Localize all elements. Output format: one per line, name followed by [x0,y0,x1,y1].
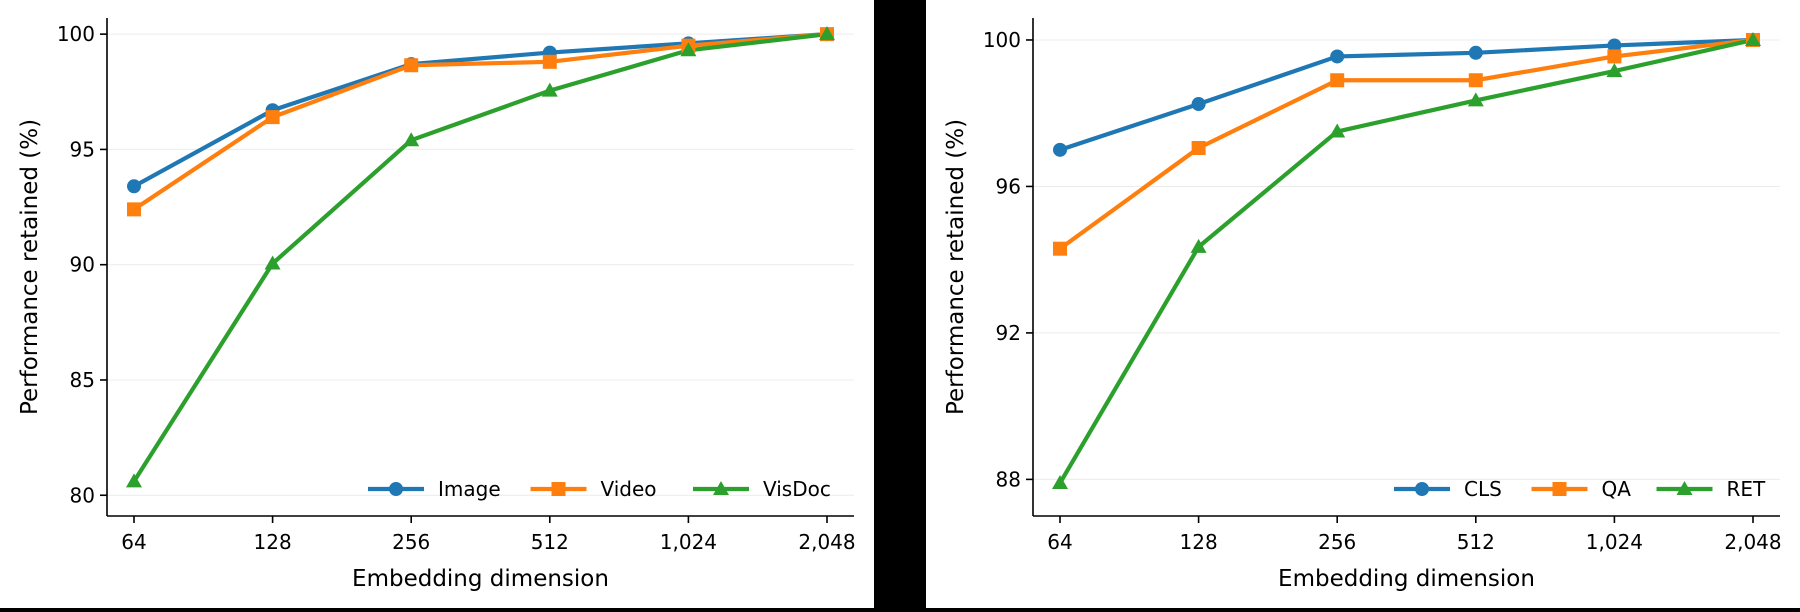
data-point-visdoc [403,132,420,147]
data-point-qa [1607,49,1622,64]
legend-swatch-marker [713,481,729,495]
y-tick-label: 85 [70,368,95,392]
x-tick-label: 512 [531,530,569,554]
y-tick-label: 95 [70,137,95,161]
data-point-visdoc [819,26,835,41]
y-tick-label: 100 [983,28,1021,52]
data-point-ret [1329,123,1346,138]
legend-label: VisDoc [763,477,831,501]
legend-item-qa: QA [1531,477,1632,501]
x-tick-label: 64 [121,530,146,554]
x-tick-label: 128 [254,530,292,554]
data-point-qa [1330,73,1345,88]
x-tick-label: 2,048 [798,530,855,554]
y-tick-label: 90 [70,253,95,277]
data-point-cls [1468,45,1483,60]
data-point-visdoc [264,255,281,270]
y-tick-label: 96 [996,174,1021,198]
legend-item-ret: RET [1656,477,1767,501]
data-point-cls [1053,142,1067,157]
x-tick-label: 512 [1457,530,1495,554]
y-axis-label: Performance retained (%) [943,119,969,415]
data-point-ret [1467,92,1484,107]
x-tick-label: 2,048 [1724,530,1781,554]
legend-label: Image [438,477,501,501]
legend-swatch-marker [1552,482,1567,496]
y-tick-label: 92 [996,321,1021,345]
data-point-visdoc [680,42,697,57]
legend-label: CLS [1464,477,1502,501]
x-axis-label: Embedding dimension [1278,566,1535,592]
legend-label: RET [1727,477,1767,501]
legend-swatch-marker [1676,481,1693,495]
legend-item-visdoc: VisDoc [693,477,831,501]
x-tick-label: 1,024 [1586,530,1643,554]
legend-item-video: Video [530,477,657,501]
chart-left: 80 85 90 95 100 64 128 256 512 1,024 2,048 Embeddin… [17,18,856,592]
series-line-ret [1057,37,1756,486]
y-axis-label: Performance retained (%) [17,119,43,415]
data-point-visdoc [541,82,558,97]
x-tick-label: 1,024 [660,530,717,554]
data-point-ret [1606,63,1623,78]
data-point-qa [1468,73,1483,88]
series-line-visdoc [131,32,830,484]
series-line-cls [1057,37,1756,152]
data-point-image [127,179,141,194]
legend-label: QA [1602,477,1632,501]
legend-label: Video [601,477,657,501]
series-line-image [131,32,830,189]
data-point-video [265,110,280,125]
legend-swatch-marker [1415,482,1429,496]
data-point-qa [1053,241,1067,256]
legend-swatch-marker [389,482,403,496]
chart-right: 88 92 96 100 64 128 256 512 1,024 2,048 Embedding … [943,18,1782,592]
series-line-qa [1057,37,1756,251]
data-point-cls [1191,97,1206,112]
data-point-ret [1052,475,1068,490]
x-axis-label: Embedding dimension [352,566,609,592]
data-point-cls [1607,38,1622,53]
x-tick-label: 256 [392,530,430,554]
x-tick-label: 64 [1047,530,1072,554]
x-tick-label: 128 [1180,530,1218,554]
series-line-video [131,32,830,212]
chart-panel-right: 88 92 96 100 64 128 256 512 1,024 2,048 Embedding … [926,0,1800,608]
x-tick-label: 256 [1318,530,1356,554]
data-point-visdoc [126,473,142,488]
y-tick-label: 80 [70,483,95,507]
y-tick-label: 100 [57,22,95,46]
data-point-cls [1330,49,1345,64]
data-point-qa [1191,140,1206,155]
data-point-video [542,54,557,69]
legend-swatch-marker [551,482,566,496]
data-point-ret [1745,31,1761,46]
legend-item-cls: CLS [1394,477,1502,501]
y-tick-label: 88 [996,467,1021,491]
data-point-video [404,58,419,73]
legend-item-image: Image [368,477,501,501]
data-point-video [127,202,141,217]
chart-panel-left: 80 85 90 95 100 64 128 256 512 1,024 2,048 Embeddin… [0,0,874,608]
data-point-ret [1190,238,1207,253]
